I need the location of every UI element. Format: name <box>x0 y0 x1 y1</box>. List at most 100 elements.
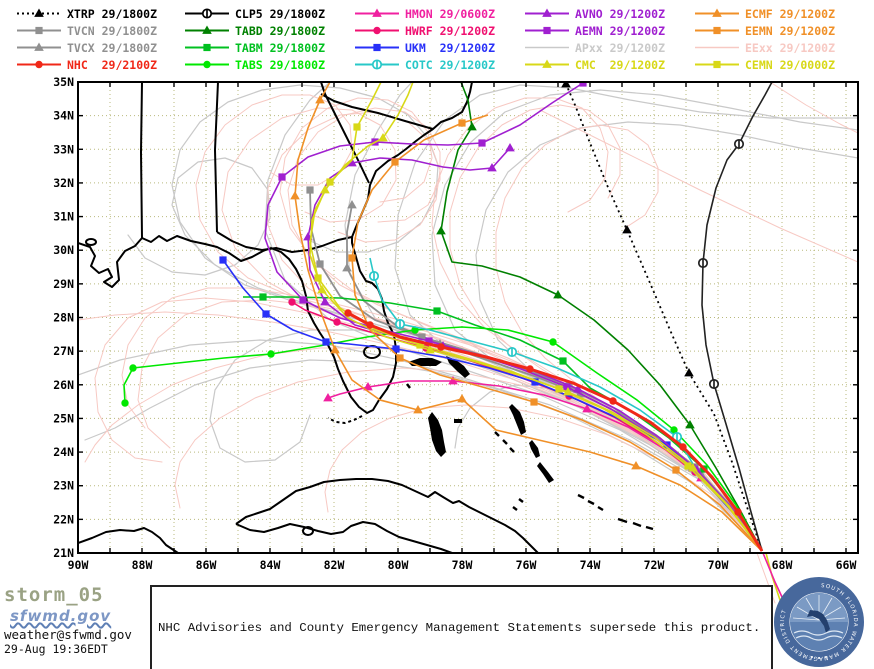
x-axis-label: 72W <box>644 558 665 572</box>
legend-entry-tabm: TABM 29/1800Z <box>184 39 354 56</box>
legend-entry-clp5: CLP5 29/1800Z <box>184 5 354 22</box>
legend-entry-eemn: EEMN 29/1200Z <box>694 22 864 39</box>
legend-entry-hmon: HMON 29/0600Z <box>354 5 524 22</box>
y-axis-label: 23N <box>53 479 74 493</box>
legend-line-sample <box>185 60 229 69</box>
track-markers-avno <box>303 143 702 474</box>
legend-entry-tabd: TABD 29/1800Z <box>184 22 354 39</box>
x-axis-label: 74W <box>580 558 601 572</box>
ensemble-track-apxx <box>431 89 858 549</box>
legend-line-sample <box>17 26 61 35</box>
legend-entry-apxx: APxx 29/1200Z <box>524 39 694 56</box>
x-axis-label: 86W <box>196 558 217 572</box>
legend-label: EExx 29/1200Z <box>745 40 836 55</box>
legend-line-sample <box>695 26 739 35</box>
y-axis-label: 35N <box>53 75 74 89</box>
x-axis-label: 66W <box>836 558 857 572</box>
x-axis-label: 82W <box>324 558 345 572</box>
legend-entry-xtrp: XTRP 29/1800Z <box>16 5 184 22</box>
legend-label: AVNO 29/1200Z <box>575 6 666 21</box>
track-cotc <box>369 257 763 552</box>
ensemble-track-eexx <box>431 97 763 549</box>
y-axis-label: 34N <box>53 109 74 123</box>
legend-label: HWRF 29/1200Z <box>405 23 496 38</box>
x-axis-label: 76W <box>516 558 537 572</box>
legend-line-sample <box>355 59 399 70</box>
track-eemn <box>351 114 763 552</box>
y-axis-label: 28N <box>53 311 74 325</box>
legend-label: CLP5 29/1800Z <box>235 6 326 21</box>
y-axis-label: 33N <box>53 142 74 156</box>
legend-entry-tvcn: TVCN 29/1800Z <box>16 22 184 39</box>
track-markers-hmon <box>323 376 706 482</box>
legend-line-sample <box>185 25 229 34</box>
legend-line-sample <box>17 8 61 17</box>
legend-label: TABM 29/1800Z <box>235 40 326 55</box>
track-markers-xtrp <box>561 82 694 377</box>
ensemble-track-eexx <box>137 299 763 549</box>
ensemble-track-apxx <box>475 121 858 549</box>
legend-entry-tabs: TABS 29/1800Z <box>184 56 354 73</box>
y-axis-label: 31N <box>53 210 74 224</box>
y-axis-label: 26N <box>53 378 74 392</box>
legend-entry-eexx: EExx 29/1200Z <box>694 39 864 56</box>
legend-entry-ecmf: ECMF 29/1200Z <box>694 5 864 22</box>
track-markers-eemn <box>348 119 680 474</box>
legend-label: EEMN 29/1200Z <box>745 23 836 38</box>
ensemble-track-eexx <box>769 82 858 134</box>
y-axis-label: 30N <box>53 243 74 257</box>
legend-label: XTRP 29/1800Z <box>67 6 158 21</box>
legend-label: ECMF 29/1200Z <box>745 6 836 21</box>
legend-line-sample <box>695 8 739 17</box>
track-tabd <box>440 82 763 552</box>
legend-label: HMON 29/0600Z <box>405 6 496 21</box>
disclaimer-line: This graphic should complement, not repl… <box>158 668 765 669</box>
legend-line-sample <box>17 42 61 51</box>
product-id-block: storm_05 sfwmd.gov weather@sfwmd.gov 29-… <box>4 584 150 656</box>
sfwmd-district-seal: SOUTH FLORIDA WATER MANAGEMENT DISTRICT <box>772 575 866 669</box>
legend-entry-cmc: CMC 29/1200Z <box>524 56 694 73</box>
legend-line-sample <box>525 46 569 49</box>
model-legend: XTRP 29/1800Z CLP5 29/1800Z HMON 29/0600Z A… <box>16 5 868 73</box>
legend-label: COTC 29/1200Z <box>405 57 496 72</box>
y-axis-label: 22N <box>53 512 74 526</box>
track-cemn <box>309 82 763 552</box>
disclaimer-line: NHC Advisories and County Emergency Mana… <box>158 621 761 636</box>
legend-entry-cotc: COTC 29/1200Z <box>354 56 524 73</box>
legend-line-sample <box>355 26 399 35</box>
legend-line-sample <box>525 8 569 17</box>
track-markers-cemn <box>314 123 692 470</box>
ensemble-track-apxx <box>171 84 763 549</box>
sfwmd-logo: sfwmd.gov <box>10 607 112 625</box>
track-markers-clp5 <box>697 138 745 390</box>
legend-line-sample <box>695 60 739 69</box>
legend-line-sample <box>525 59 569 68</box>
x-axis-label: 68W <box>772 558 793 572</box>
legend-label: TABS 29/1800Z <box>235 57 326 72</box>
y-axis-label: 21N <box>53 546 74 560</box>
track-markers-tabs <box>121 326 678 434</box>
track-markers-tabd <box>436 122 695 429</box>
legend-label: NHC 29/2100Z <box>67 57 158 72</box>
ensemble-track-apxx <box>394 84 858 549</box>
legend-label: AEMN 29/1200Z <box>575 23 666 38</box>
disclaimer-box: NHC Advisories and County Emergency Mana… <box>150 585 773 669</box>
y-axis-label: 25N <box>53 411 74 425</box>
y-axis-label: 27N <box>53 344 74 358</box>
legend-line-sample <box>525 26 569 35</box>
legend-line-sample <box>355 43 399 52</box>
legend-label: UKM 29/1200Z <box>405 40 496 55</box>
x-axis-label: 84W <box>260 558 281 572</box>
legend-line-sample <box>695 46 739 49</box>
y-axis-label: 32N <box>53 176 74 190</box>
ensemble-track-eexx <box>84 347 763 549</box>
legend-label: TVCN 29/1800Z <box>67 23 158 38</box>
legend-entry-avno: AVNO 29/1200Z <box>524 5 694 22</box>
legend-entry-aemn: AEMN 29/1200Z <box>524 22 694 39</box>
legend-label: CEMN 29/0000Z <box>745 57 836 72</box>
legend-label: CMC 29/1200Z <box>575 57 666 72</box>
issue-timestamp: 29-Aug 19:36EDT <box>4 642 108 656</box>
track-markers-nhc <box>344 309 742 516</box>
x-axis-label: 70W <box>708 558 729 572</box>
